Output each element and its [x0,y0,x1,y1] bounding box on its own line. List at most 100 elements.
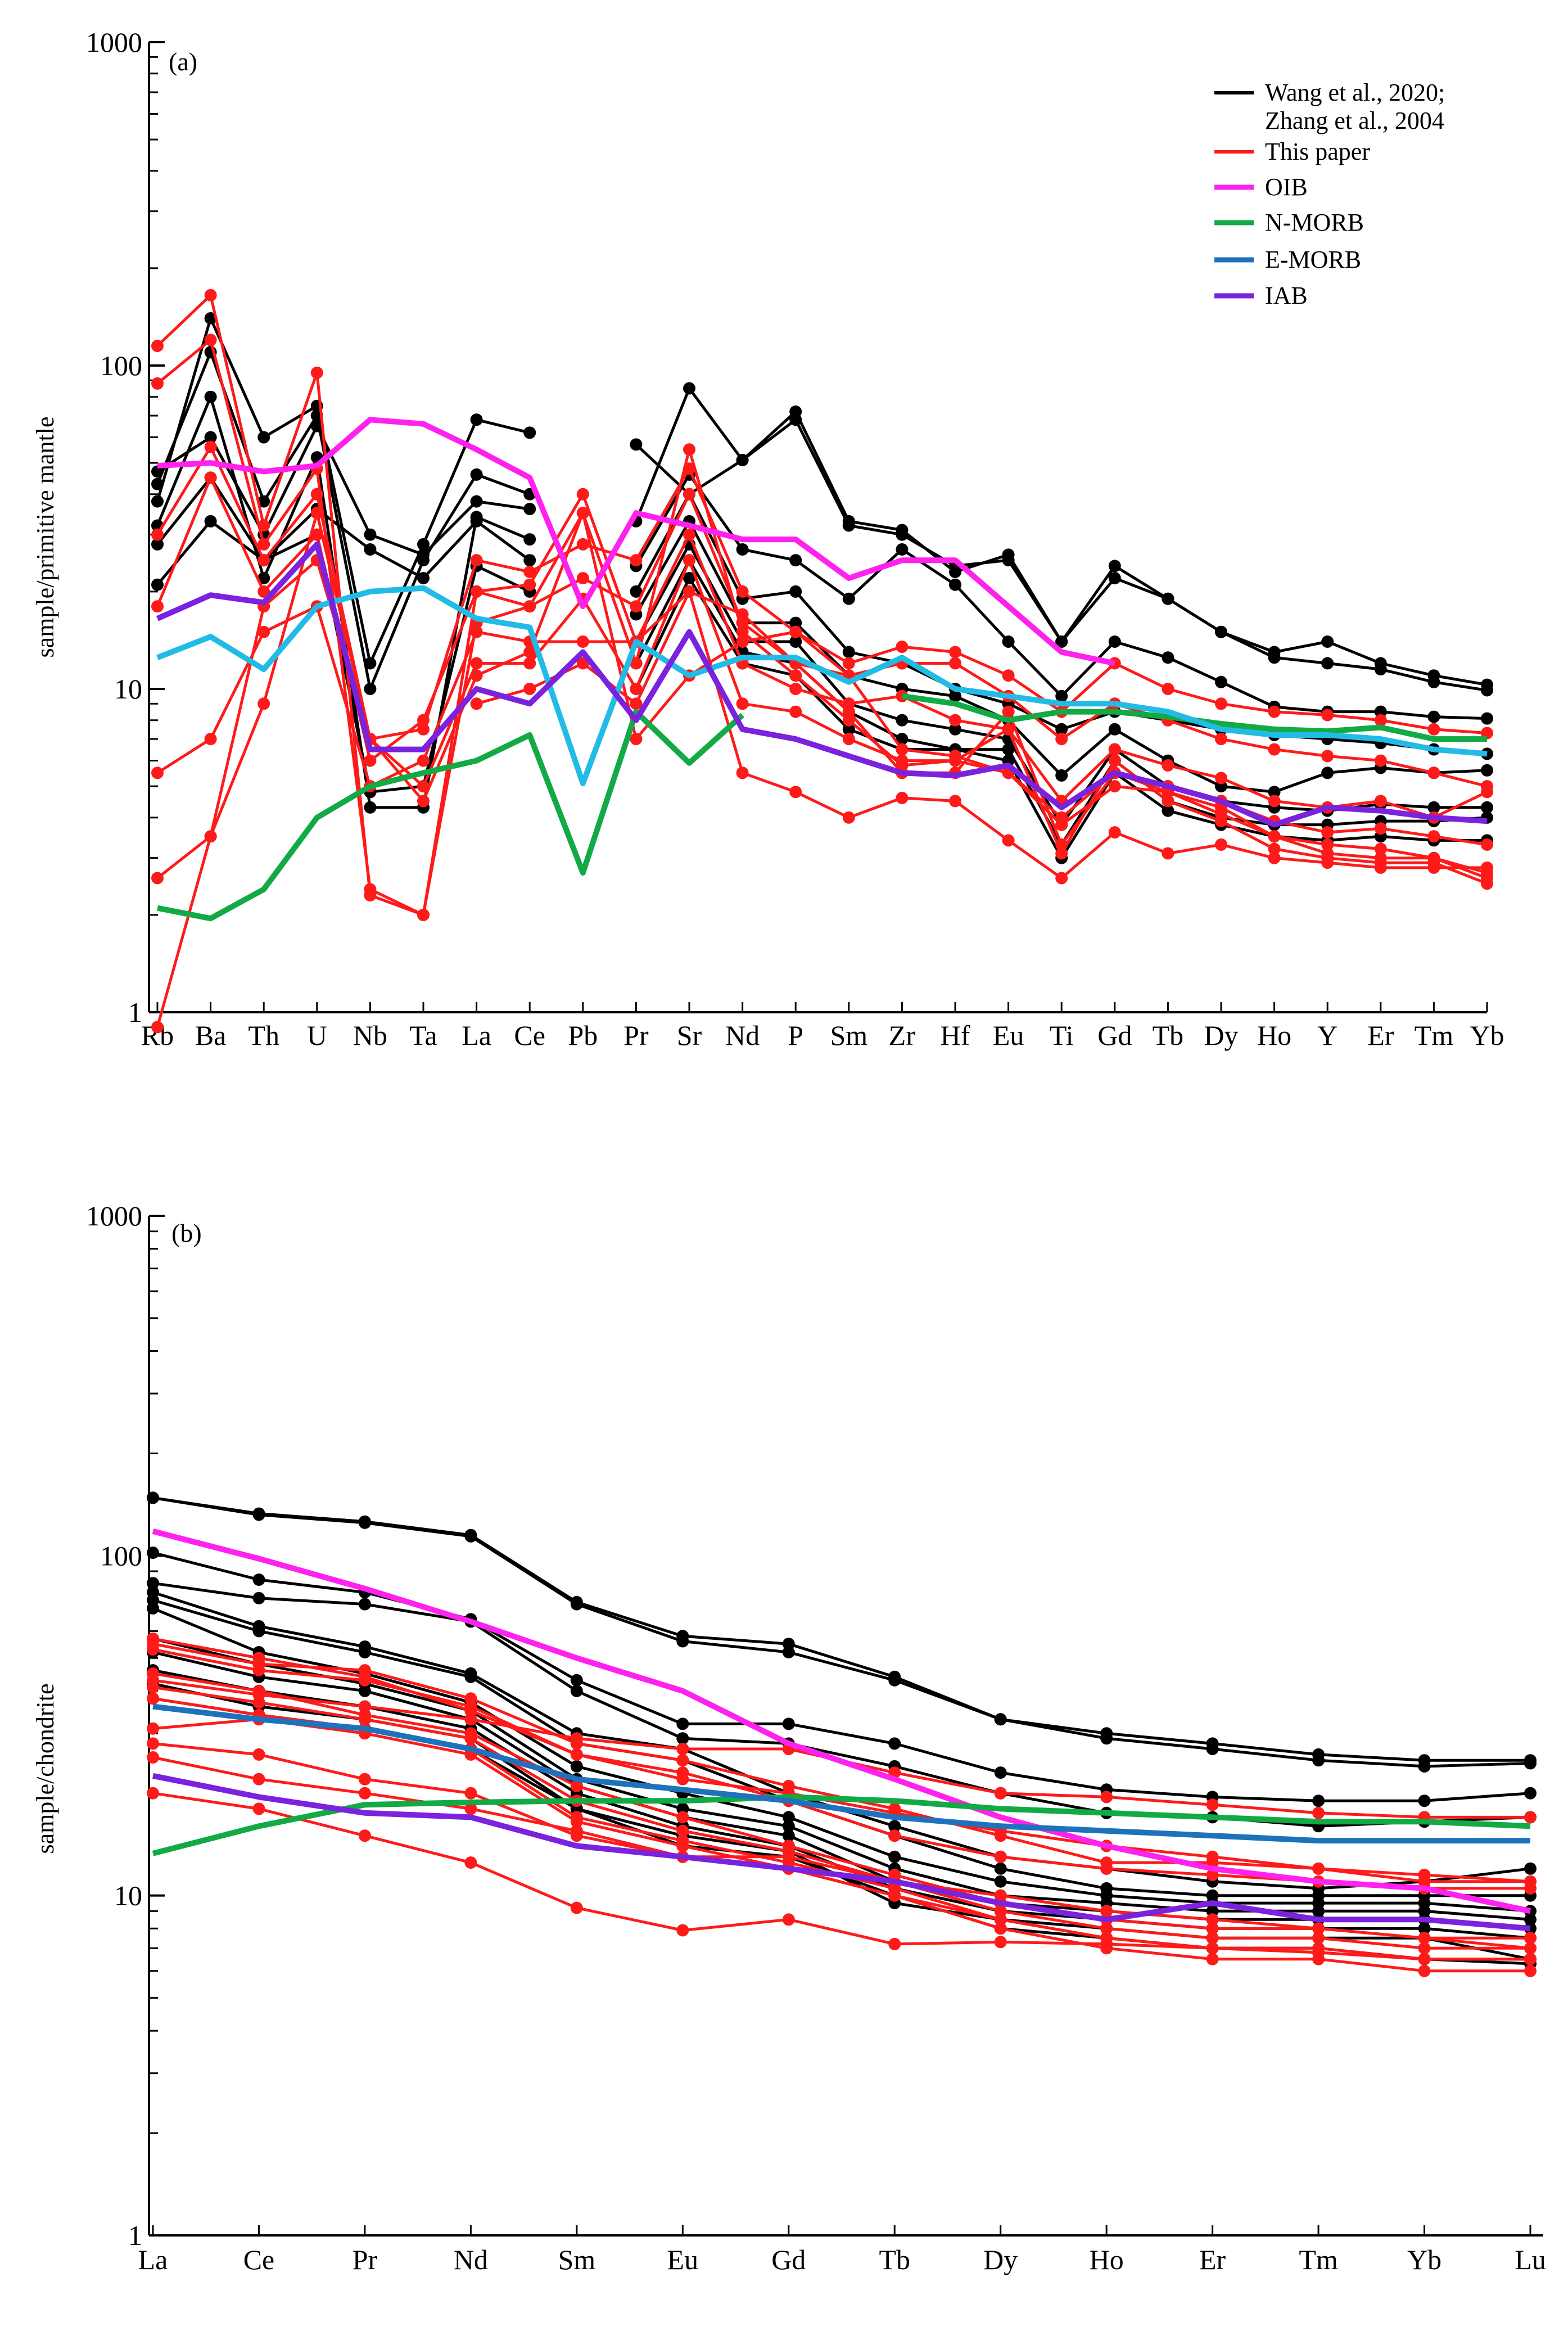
data-point [252,1591,265,1604]
data-point [1268,842,1281,855]
data-point [676,1754,689,1767]
series-l3 [151,420,536,561]
data-point [1162,592,1174,605]
panel-b-ree-diagram: 1 10 100 1000 La Ce Pr Nd Sm Eu Gd Tb Dy Ho Er Tm Yb Lu (… [31,1200,1546,2275]
data-point [576,635,589,648]
data-point [1055,733,1068,746]
series-line [152,1591,1531,1890]
data-point [1524,1811,1537,1824]
data-point [683,488,695,501]
data-point [1055,847,1068,860]
series-e-morb [156,585,1488,787]
data-point [576,538,589,551]
data-point [888,1889,901,1902]
data-point [896,754,909,767]
series-line [156,445,1488,741]
x-tick-label-la: La [462,1020,491,1051]
data-point [151,1021,164,1034]
data-point [782,1850,795,1863]
data-point [1524,1953,1537,1965]
data-point [464,1530,477,1543]
y-tick-label: 100 [100,1540,142,1571]
series-line [156,541,1488,828]
data-point [151,495,164,508]
y-tick-label: 1 [128,2220,142,2251]
panel-b-ylabel: sample/chondrite [31,1683,59,1854]
data-point [523,600,536,613]
x-tick-label-ho: Ho [1090,2244,1124,2275]
data-point [1481,684,1493,697]
data-point [736,697,749,710]
data-point [1418,1953,1431,1965]
series-line [156,425,530,556]
data-point [949,795,961,808]
data-point [204,431,217,444]
data-point [147,1602,159,1615]
data-point [257,495,270,508]
data-point [417,754,430,767]
data-point [470,468,483,481]
data-point [676,1824,689,1837]
data-point [1312,1862,1325,1875]
data-point [1418,1754,1431,1767]
legend-label: E-MORB [1265,246,1361,273]
data-point [1162,795,1174,808]
data-point [1206,1932,1219,1945]
data-point [1055,635,1068,648]
data-point [1100,1791,1113,1804]
series-line [152,1607,1531,1913]
data-point [151,600,164,613]
x-tick-label-sm: Sm [830,1020,867,1051]
data-point [888,1937,901,1950]
data-point [736,543,749,556]
data-point [789,786,802,799]
data-point [570,1815,583,1828]
data-point [151,465,164,478]
panel-a-ylabel: sample/primitive mantle [31,417,59,658]
data-point [1206,1913,1219,1926]
data-point [470,554,483,567]
x-tick-label-tm: Tm [1299,2244,1338,2275]
data-point [1268,705,1281,718]
series-line [152,1697,1531,1965]
x-tick-label-pr: Pr [623,1020,649,1051]
data-point [1321,826,1334,839]
data-point [1108,560,1121,572]
data-point [1427,851,1440,864]
data-point [1100,1905,1113,1918]
data-point [464,1787,477,1800]
data-point [1321,635,1334,648]
data-point [1215,733,1227,746]
data-point [147,1751,159,1764]
data-point [683,382,695,395]
data-point [1215,815,1227,828]
series-line [476,590,1487,880]
data-point [1321,709,1334,722]
data-point [257,431,270,444]
data-point [676,1732,689,1745]
data-point [470,669,483,682]
x-tick-label-yb: Yb [1407,2244,1442,2275]
data-point [1321,767,1334,779]
data-point [888,1674,901,1687]
data-point [1162,847,1174,860]
data-point [1002,554,1015,567]
data-point [523,503,536,516]
data-point [147,1722,159,1735]
data-point [1374,795,1387,808]
data-point [1427,675,1440,688]
x-tick-label-ti: Ti [1050,1020,1074,1051]
data-point [1374,714,1387,727]
series-l2 [147,1491,1537,1767]
panel-b-label: (b) [171,1219,202,1247]
data-point [842,646,855,659]
data-point [147,1491,159,1504]
data-point [1206,1953,1219,1965]
data-point [994,1713,1007,1726]
y-tick-label: 10 [114,1880,142,1911]
data-point [994,1922,1007,1935]
data-point [1002,743,1015,756]
data-point [1162,651,1174,664]
legend-item-3: OIB [1214,173,1308,201]
